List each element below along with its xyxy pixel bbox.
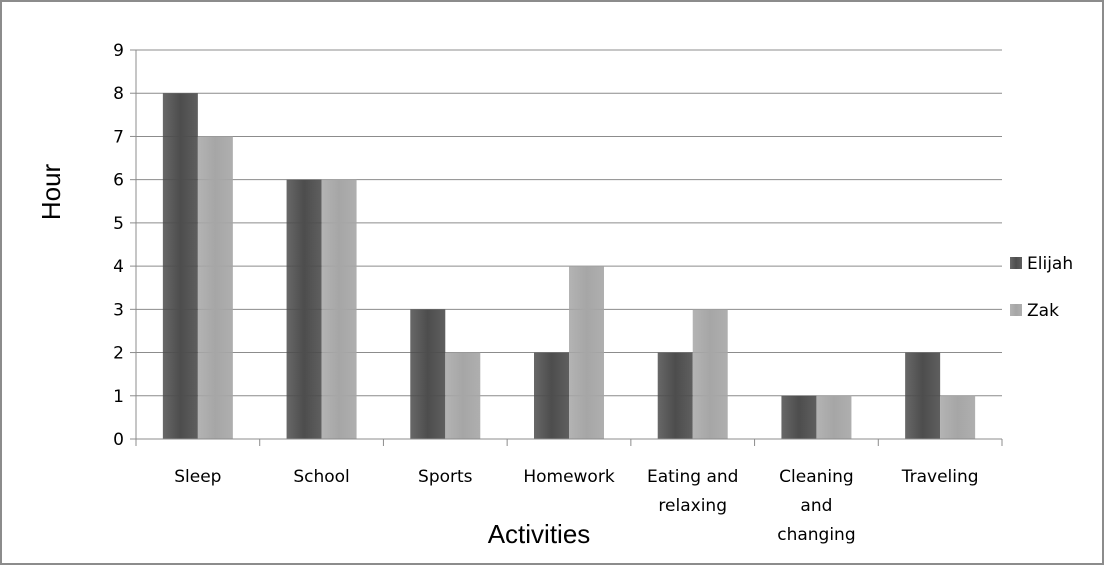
y-tick-labels: 0 1 2 3 4 5 6 7 8 9 — [113, 41, 124, 450]
legend-label-zak: Zak — [1027, 301, 1059, 321]
legend-swatch-elijah — [1010, 257, 1022, 269]
bar-elijah-1 — [286, 179, 322, 439]
bar-elijah-4 — [657, 352, 693, 439]
x-category-label: Sports — [418, 467, 473, 487]
bar-zak-1 — [321, 179, 357, 439]
legend-swatch-zak — [1010, 304, 1022, 316]
y-tick-label: 5 — [113, 214, 124, 234]
x-category-label-line: Eating and — [647, 467, 739, 487]
x-category-label-line: Homework — [523, 467, 614, 487]
bar-zak-6 — [940, 395, 976, 439]
x-category-label-line: Traveling — [901, 467, 979, 487]
x-category-label: Eating and relaxing — [647, 467, 739, 516]
x-category-label-line: relaxing — [658, 496, 727, 516]
y-tick-label: 6 — [113, 171, 124, 191]
bar-zak-4 — [692, 309, 728, 439]
bar-zak-2 — [445, 352, 481, 439]
legend-label-elijah: Elijah — [1027, 254, 1073, 274]
y-tick-label: 4 — [113, 257, 124, 277]
x-category-label-line: changing — [777, 525, 855, 545]
x-category-labels: Sleep School Sports Homework Eating and relax… — [174, 467, 978, 545]
y-tick-label: 9 — [113, 41, 124, 61]
x-category-label: School — [293, 467, 349, 487]
bar-elijah-2 — [410, 309, 446, 439]
x-category-label-line: Sports — [418, 467, 473, 487]
bar-zak-5 — [816, 395, 852, 439]
bar-zak-0 — [197, 136, 233, 439]
legend: Elijah Zak — [1010, 254, 1073, 321]
y-tick-label: 0 — [113, 430, 124, 450]
x-axis-title: Activities — [488, 519, 591, 549]
bar-elijah-0 — [162, 93, 198, 439]
x-category-label-line: Sleep — [174, 467, 221, 487]
x-category-label-line: and — [800, 496, 832, 516]
x-category-label: Sleep — [174, 467, 221, 487]
x-category-label: Cleaning and changing — [777, 467, 855, 545]
x-category-label: Traveling — [901, 467, 979, 487]
x-category-label: Homework — [523, 467, 614, 487]
y-tick-label: 3 — [113, 300, 124, 320]
y-axis-title: Hour — [36, 163, 66, 220]
bars — [162, 93, 976, 439]
x-category-label-line: Cleaning — [779, 467, 854, 487]
bar-elijah-3 — [534, 352, 569, 439]
bar-elijah-6 — [905, 352, 941, 439]
y-tick-label: 7 — [113, 127, 124, 147]
y-tick-label: 1 — [113, 387, 124, 407]
y-tick-label: 2 — [113, 344, 124, 364]
axes — [135, 50, 1003, 446]
bar-zak-3 — [569, 266, 604, 439]
bar-elijah-5 — [781, 395, 817, 439]
y-tick-label: 8 — [113, 84, 124, 104]
x-category-label-line: School — [293, 467, 349, 487]
